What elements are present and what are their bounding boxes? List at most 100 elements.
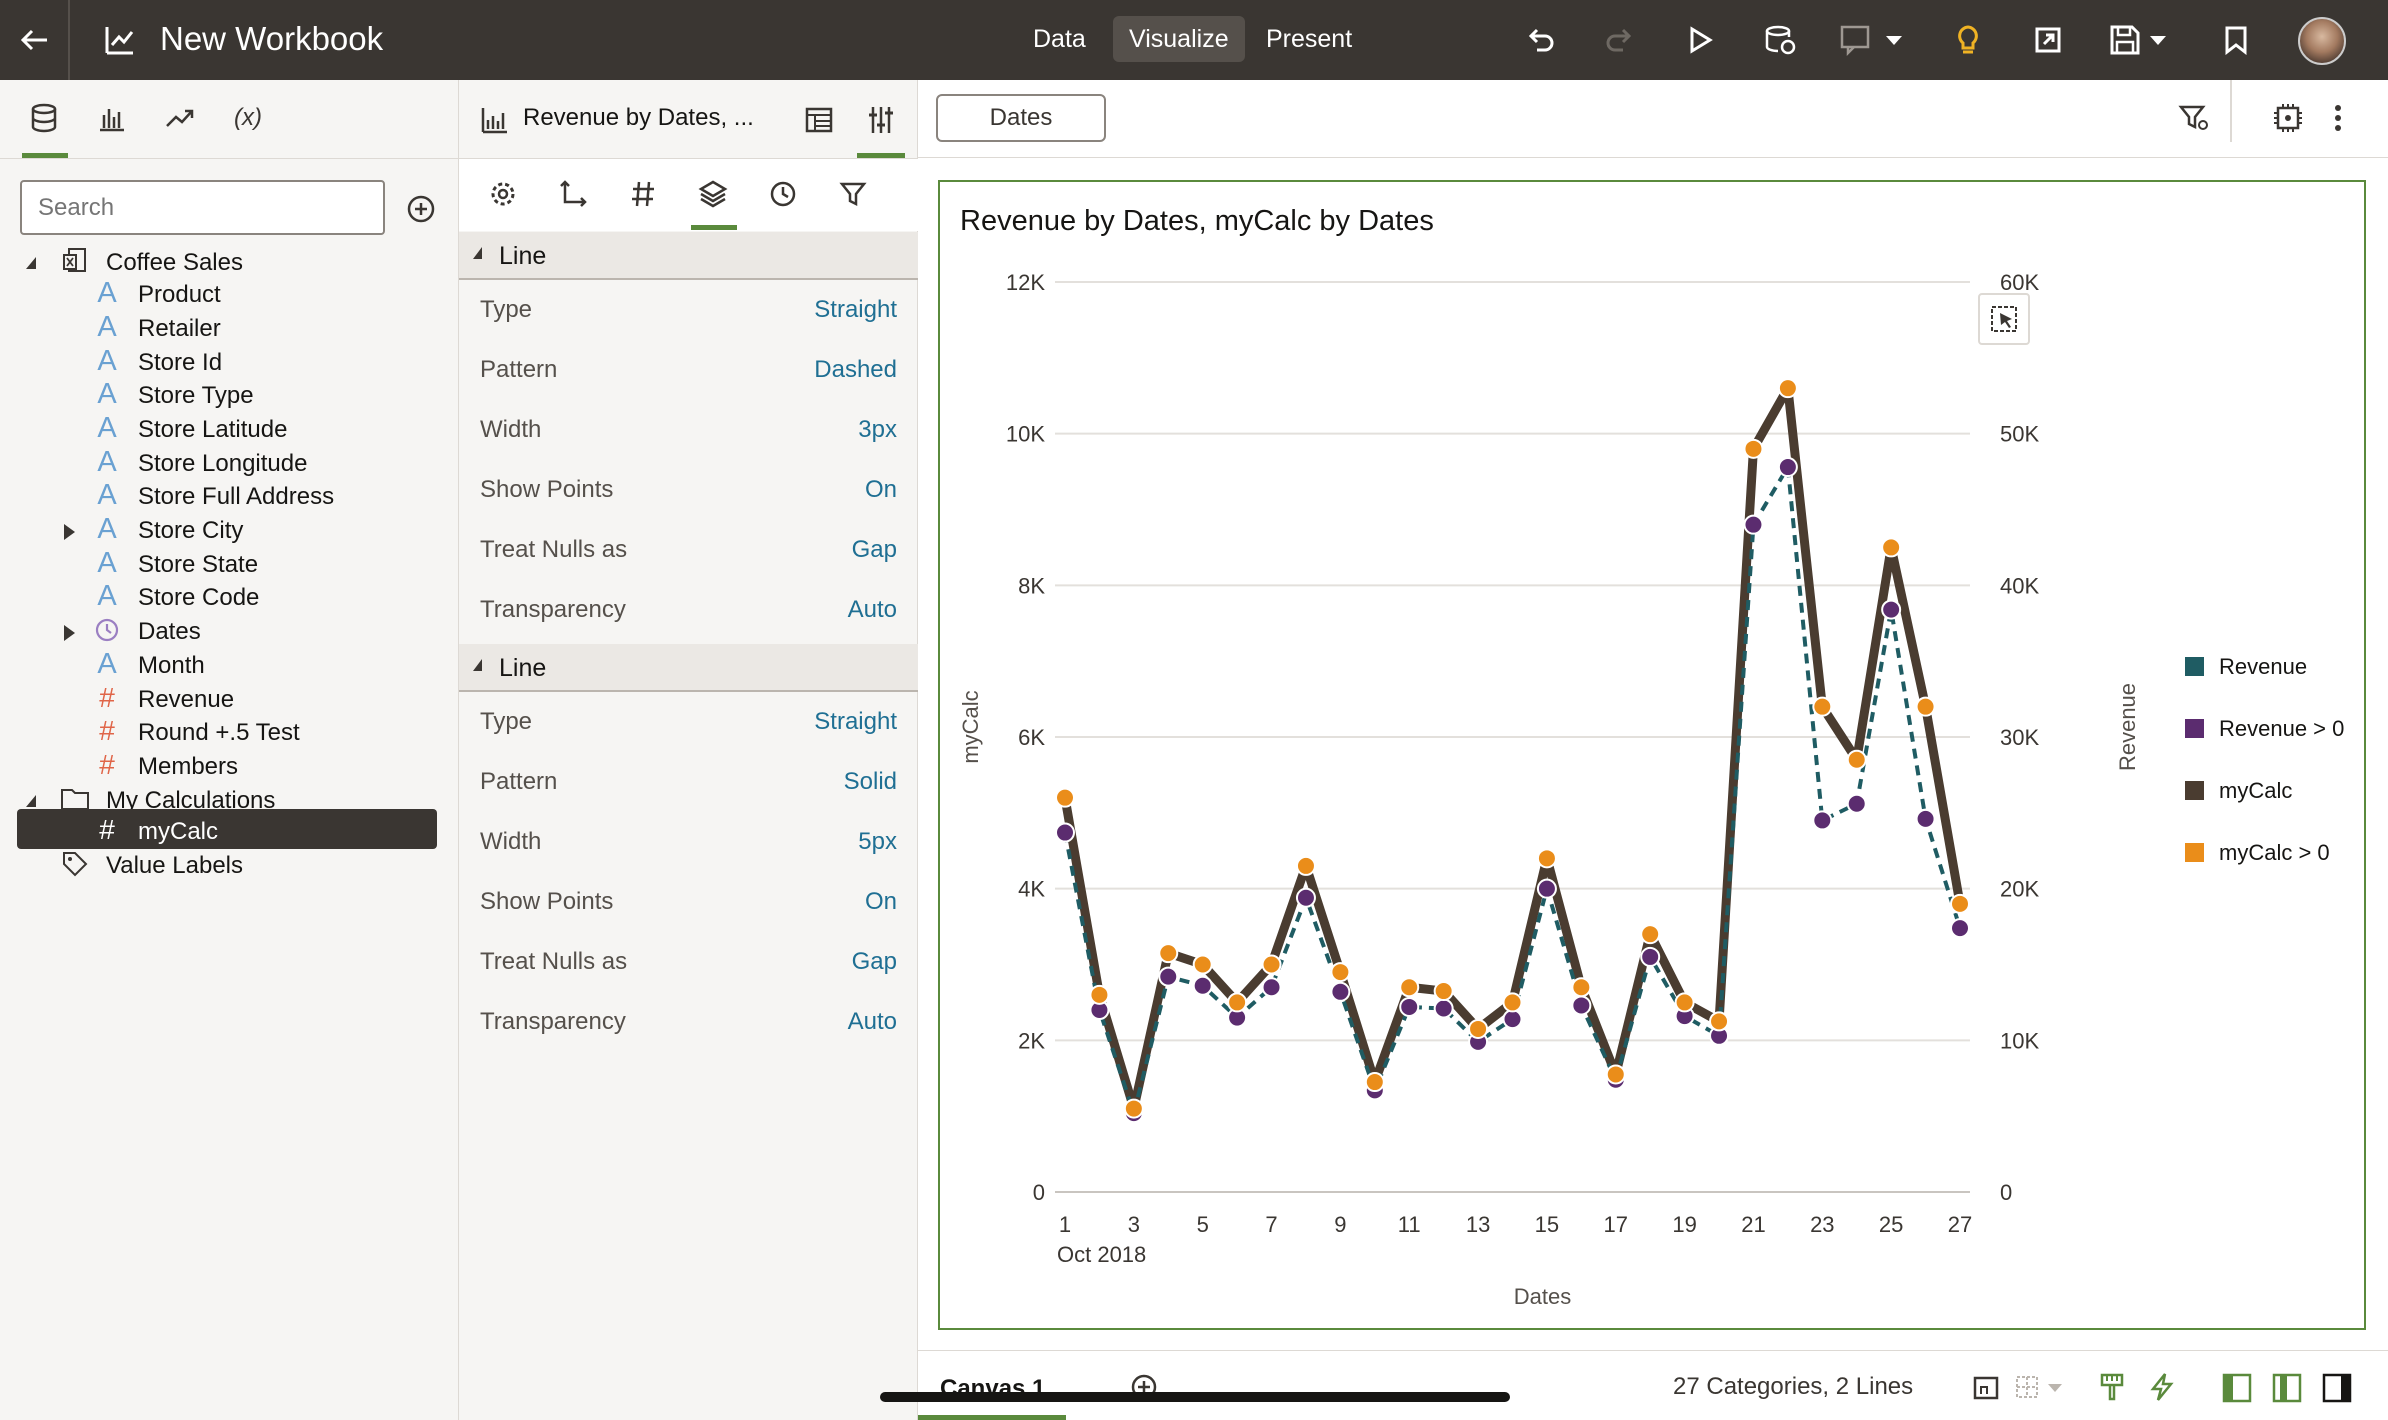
data-point[interactable] — [1640, 946, 1661, 967]
tree-item-retailer[interactable]: A Retailer — [0, 306, 459, 352]
data-point[interactable] — [1846, 793, 1867, 814]
data-view-icon[interactable] — [1968, 1369, 2004, 1405]
data-point[interactable] — [1709, 1011, 1730, 1032]
workbook-title[interactable]: New Workbook — [160, 20, 384, 57]
expand-icon[interactable] — [64, 524, 75, 540]
data-point[interactable] — [1055, 787, 1075, 808]
data-point[interactable] — [1881, 537, 1902, 558]
general-settings-icon[interactable] — [483, 174, 523, 214]
tree-item-members[interactable]: # Members — [0, 744, 459, 790]
data-tab-icon[interactable] — [22, 98, 66, 138]
right-panel-toggle-icon[interactable] — [2318, 1369, 2356, 1407]
legend-item-revenue-0[interactable]: Revenue > 0 — [2185, 714, 2365, 744]
data-point[interactable] — [1433, 998, 1454, 1019]
calculation-tab-icon[interactable]: (x) — [234, 104, 262, 131]
data-point[interactable] — [1399, 977, 1420, 998]
series-line-revenue[interactable] — [1063, 465, 1962, 1116]
data-point[interactable] — [1261, 954, 1282, 975]
data-point[interactable] — [1674, 1006, 1695, 1027]
collapse-icon[interactable] — [473, 247, 482, 259]
property-value[interactable]: On — [864, 888, 897, 915]
data-point[interactable] — [1089, 984, 1110, 1005]
left-panel-toggle-icon[interactable] — [2218, 1369, 2256, 1407]
data-point[interactable] — [1846, 749, 1867, 770]
data-point[interactable] — [1812, 810, 1833, 831]
dates-filter-pill[interactable]: Dates — [936, 94, 1106, 142]
export-icon[interactable] — [2028, 20, 2068, 60]
select-mode-icon[interactable] — [1978, 293, 2030, 345]
data-point[interactable] — [1571, 977, 1592, 998]
data-point[interactable] — [1605, 1064, 1626, 1085]
properties-sliders-icon[interactable] — [861, 100, 901, 140]
collapse-icon[interactable] — [26, 257, 36, 269]
data-point[interactable] — [1433, 981, 1454, 1002]
bar-chart-tab-icon[interactable] — [90, 98, 134, 138]
nav-present[interactable]: Present — [1266, 25, 1353, 53]
data-point[interactable] — [1605, 1069, 1626, 1090]
auto-apply-icon[interactable] — [2144, 1369, 2180, 1405]
data-point[interactable] — [1227, 992, 1248, 1013]
data-point[interactable] — [1777, 457, 1798, 478]
tree-item-store-type[interactable]: A Store Type — [0, 373, 459, 419]
nav-visualize[interactable]: Visualize — [1113, 16, 1245, 62]
expand-icon[interactable] — [64, 625, 75, 641]
save-menu-icon[interactable] — [2108, 20, 2178, 60]
tree-item-dates[interactable]: Dates — [0, 609, 459, 655]
data-point[interactable] — [1915, 808, 1936, 829]
data-point[interactable] — [1227, 1007, 1248, 1028]
line-section-header[interactable]: Line — [459, 232, 918, 280]
data-point[interactable] — [1192, 975, 1213, 996]
redo-icon[interactable] — [1600, 20, 1640, 60]
collapse-icon[interactable] — [473, 659, 482, 671]
data-point[interactable] — [1364, 1080, 1385, 1101]
property-value[interactable]: Gap — [851, 948, 897, 975]
data-point[interactable] — [1123, 1103, 1144, 1124]
comment-menu-icon[interactable] — [1838, 20, 1908, 60]
data-point[interactable] — [1502, 1009, 1523, 1030]
tree-item-product[interactable]: A Product — [0, 272, 459, 318]
series-line-mycalc[interactable] — [1060, 383, 1965, 1114]
data-point[interactable] — [1055, 822, 1075, 843]
property-value[interactable]: Auto — [847, 596, 897, 623]
filter-settings-icon[interactable] — [2174, 98, 2214, 138]
data-point[interactable] — [1950, 893, 1970, 914]
data-point[interactable] — [1709, 1025, 1730, 1046]
grid-layout-menu-icon[interactable] — [2014, 1369, 2070, 1405]
data-point[interactable] — [1777, 378, 1798, 399]
refresh-data-icon[interactable] — [1758, 20, 1802, 60]
property-value[interactable]: 3px — [858, 416, 897, 443]
data-point[interactable] — [1915, 696, 1936, 717]
data-point[interactable] — [1640, 924, 1661, 945]
tree-item-round-5-test[interactable]: # Round +.5 Test — [0, 710, 459, 756]
legend-item-revenue[interactable]: Revenue — [2185, 652, 2365, 682]
legend-item-mycalc[interactable]: myCalc — [2185, 776, 2365, 806]
data-point[interactable] — [1502, 992, 1523, 1013]
tree-item-store-state[interactable]: A Store State — [0, 542, 459, 588]
tree-item-store-city[interactable]: A Store City — [0, 508, 459, 554]
tree-item-store-code[interactable]: A Store Code — [0, 575, 459, 621]
trend-tab-icon[interactable] — [158, 98, 202, 138]
data-point[interactable] — [1674, 992, 1695, 1013]
tree-item-revenue[interactable]: # Revenue — [0, 677, 459, 723]
data-point[interactable] — [1158, 943, 1179, 964]
grammar-panel-icon[interactable] — [799, 100, 839, 140]
filter-icon[interactable] — [833, 174, 873, 214]
brush-icon[interactable] — [2094, 1369, 2130, 1405]
property-value[interactable]: Straight — [814, 708, 897, 735]
back-icon[interactable] — [0, 0, 68, 80]
data-point[interactable] — [1743, 514, 1764, 535]
data-point[interactable] — [1743, 438, 1764, 459]
data-point[interactable] — [1192, 954, 1213, 975]
tree-item-month[interactable]: A Month — [0, 643, 459, 689]
data-point[interactable] — [1123, 1098, 1144, 1119]
tree-item-store-longitude[interactable]: A Store Longitude — [0, 441, 459, 487]
data-point[interactable] — [1089, 1000, 1110, 1020]
data-point[interactable] — [1261, 977, 1282, 998]
data-point[interactable] — [1330, 981, 1351, 1002]
tree-item-store-full-address[interactable]: A Store Full Address — [0, 474, 459, 520]
layers-icon[interactable] — [693, 174, 733, 214]
lightbulb-icon[interactable] — [1948, 20, 1988, 60]
data-point[interactable] — [1536, 848, 1557, 869]
property-value[interactable]: Gap — [851, 536, 897, 563]
data-point[interactable] — [1536, 878, 1557, 899]
